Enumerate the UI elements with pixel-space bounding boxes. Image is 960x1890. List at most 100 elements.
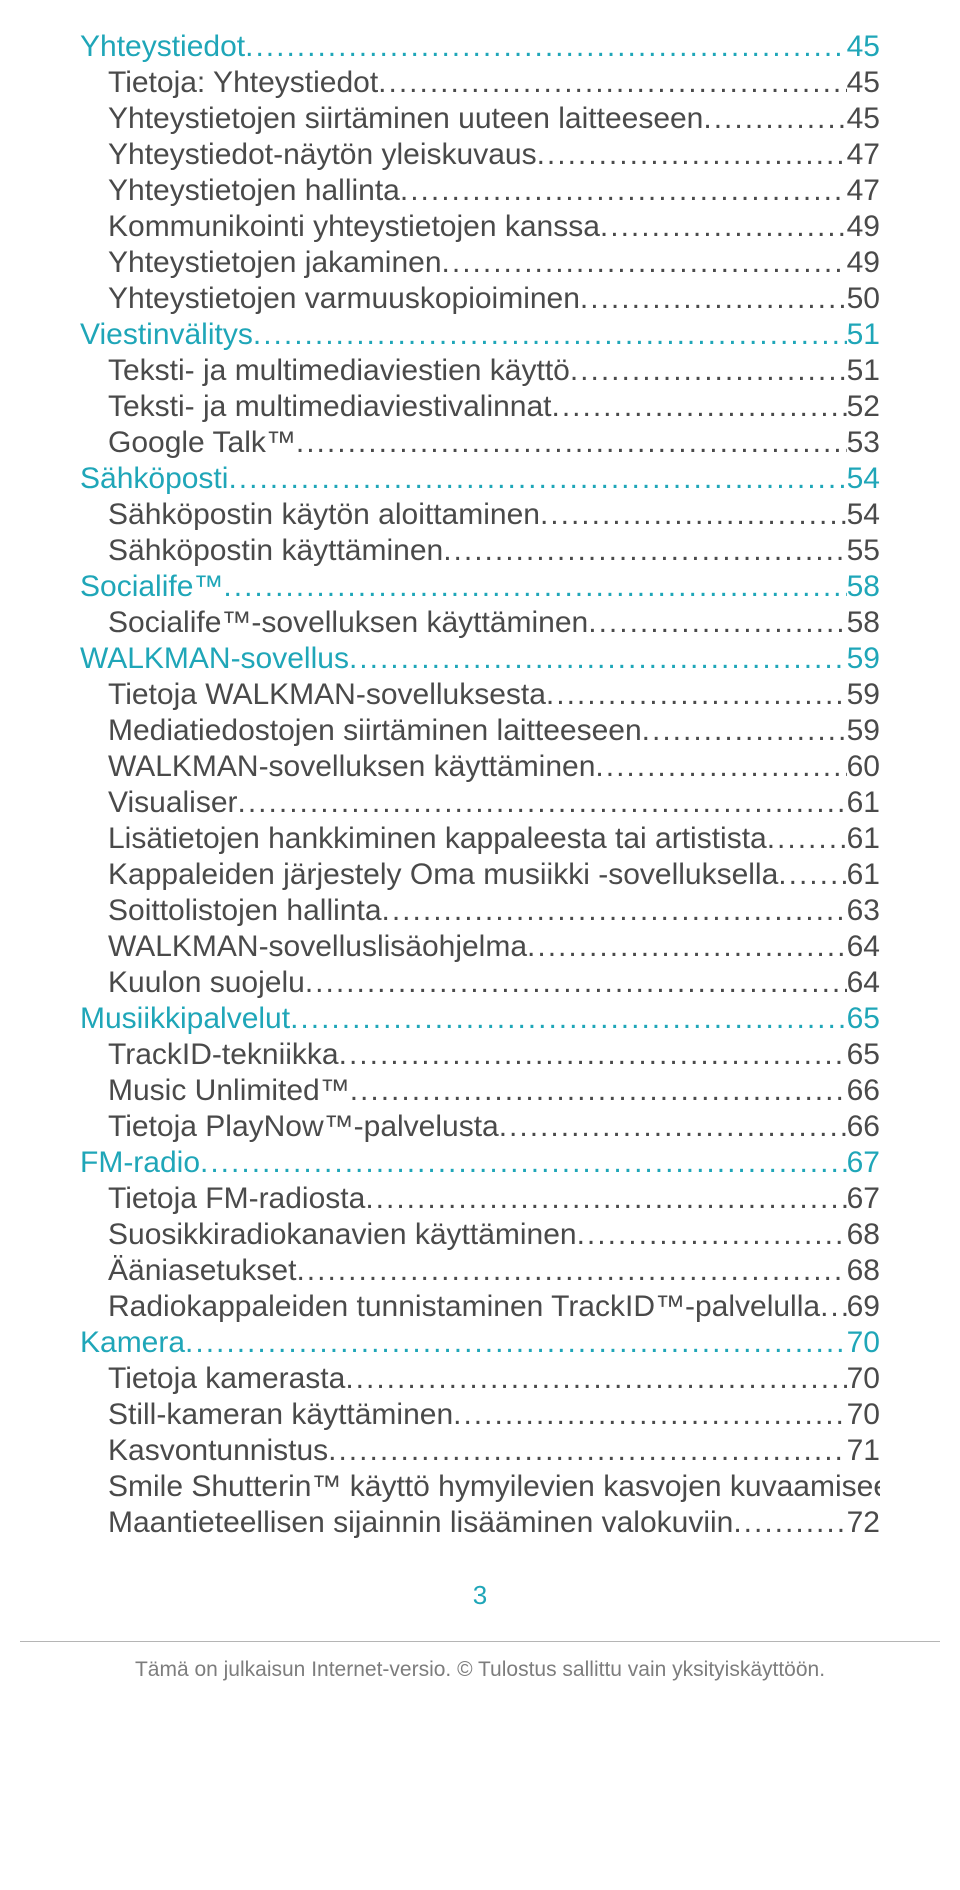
toc-entry[interactable]: TrackID-tekniikka.......................… [80,1038,880,1072]
toc-entry[interactable]: Yhteystiedot............................… [80,30,880,64]
toc-entry[interactable]: Yhteystietojen siirtäminen uuteen laitte… [80,102,880,136]
toc-entry-title: Teksti- ja multimediaviestien käyttö [108,354,570,388]
toc-entry[interactable]: Kommunikointi yhteystietojen kanssa.....… [80,210,880,244]
toc-entry[interactable]: Tietoja FM-radiosta.....................… [80,1182,880,1216]
toc-entry-page: 54 [847,462,880,496]
toc-entry-page: 52 [847,390,880,424]
toc-leader-dots: ........................................… [540,498,847,532]
toc-entry[interactable]: Yhteystietojen hallinta.................… [80,174,880,208]
toc-entry[interactable]: Suosikkiradiokanavien käyttäminen.......… [80,1218,880,1252]
toc-entry-title: Kamera [80,1326,185,1360]
toc-entry[interactable]: WALKMAN-sovelluslisäohjelma.............… [80,930,880,964]
toc-leader-dots: ........................................… [328,1434,846,1468]
toc-entry-page: 64 [847,930,880,964]
toc-entry-title: Yhteystiedot [80,30,245,64]
toc-leader-dots: ........................................… [382,894,847,928]
toc-entry[interactable]: WALKMAN-sovelluksen käyttäminen.........… [80,750,880,784]
toc-entry[interactable]: Viestinvälitys..........................… [80,318,880,352]
toc-entry-title: WALKMAN-sovellus [80,642,349,676]
toc-leader-dots: ........................................… [580,282,847,316]
toc-entry[interactable]: Kasvontunnistus.........................… [80,1434,880,1468]
toc-leader-dots: ........................................… [238,786,847,820]
toc-entry-page: 61 [847,786,880,820]
toc-entry-page: 59 [847,678,880,712]
toc-entry[interactable]: Google Talk™............................… [80,426,880,460]
toc-leader-dots: ........................................… [552,390,847,424]
toc-entry[interactable]: Sähköposti..............................… [80,462,880,496]
toc-entry-page: 61 [847,822,880,856]
toc-entry-title: Sähköpostin käyttäminen [108,534,443,568]
toc-entry-title: Lisätietojen hankkiminen kappaleesta tai… [108,822,767,856]
toc-entry[interactable]: Tietoja kamerasta.......................… [80,1362,880,1396]
toc-leader-dots: ........................................… [442,246,847,280]
toc-entry[interactable]: Tietoja PlayNow™-palvelusta.............… [80,1110,880,1144]
toc-leader-dots: ........................................… [339,1038,847,1072]
toc-entry[interactable]: Musiikkipalvelut........................… [80,1002,880,1036]
toc-entry-page: 51 [847,354,880,388]
toc-entry-title: Teksti- ja multimediaviestivalinnat [108,390,552,424]
toc-entry-title: Yhteystietojen varmuuskopioiminen [108,282,580,316]
toc-leader-dots: ........................................… [228,462,846,496]
toc-entry[interactable]: Yhteystietojen jakaminen................… [80,246,880,280]
toc-entry[interactable]: Kuulon suojelu..........................… [80,966,880,1000]
toc-entry[interactable]: Socialife™..............................… [80,570,880,604]
toc-entry[interactable]: Socialife™-sovelluksen käyttäminen......… [80,606,880,640]
toc-leader-dots: ........................................… [527,930,847,964]
toc-entry[interactable]: Mediatiedostojen siirtäminen laitteeseen… [80,714,880,748]
toc-entry[interactable]: Lisätietojen hankkiminen kappaleesta tai… [80,822,880,856]
toc-entry[interactable]: Ääniasetukset...........................… [80,1254,880,1288]
toc-entry-page: 72 [847,1506,880,1540]
toc-entry[interactable]: Visualiser..............................… [80,786,880,820]
toc-entry[interactable]: Smile Shutterin™ käyttö hymyilevien kasv… [80,1470,880,1504]
toc-entry[interactable]: FM-radio................................… [80,1146,880,1180]
toc-entry[interactable]: Soittolistojen hallinta.................… [80,894,880,928]
toc-entry[interactable]: Tietoja WALKMAN-sovelluksesta...........… [80,678,880,712]
toc-entry[interactable]: WALKMAN-sovellus........................… [80,642,880,676]
toc-entry-page: 45 [847,30,880,64]
toc-entry-title: Music Unlimited™ [108,1074,350,1108]
toc-leader-dots: ........................................… [349,642,847,676]
toc-leader-dots: ........................................… [577,1218,847,1252]
toc-entry[interactable]: Maantieteellisen sijainnin lisääminen va… [80,1506,880,1540]
toc-entry[interactable]: Tietoja: Yhteystiedot...................… [80,66,880,100]
toc-entry-page: 67 [847,1146,880,1180]
toc-entry[interactable]: Radiokappaleiden tunnistaminen TrackID™-… [80,1290,880,1324]
toc-entry-title: Google Talk™ [108,426,296,460]
toc-leader-dots: ........................................… [296,426,847,460]
toc-entry[interactable]: Still-kameran käyttäminen...............… [80,1398,880,1432]
toc-entry-title: Tietoja WALKMAN-sovelluksesta [108,678,546,712]
toc-entry[interactable]: Kamera..................................… [80,1326,880,1360]
toc-entry[interactable]: Sähköpostin käytön aloittaminen.........… [80,498,880,532]
toc-entry[interactable]: Sähköpostin käyttäminen.................… [80,534,880,568]
toc-entry-title: Tietoja kamerasta [108,1362,345,1396]
toc-entry[interactable]: Yhteystietojen varmuuskopioiminen.......… [80,282,880,316]
toc-leader-dots: ........................................… [290,1002,847,1036]
toc-entry-title: Yhteystiedot-näytön yleiskuvaus [108,138,537,172]
toc-leader-dots: ........................................… [200,1146,847,1180]
toc-leader-dots: ........................................… [223,570,846,604]
toc-leader-dots: ........................................… [185,1326,847,1360]
toc-entry-page: 55 [847,534,880,568]
toc-entry-title: Musiikkipalvelut [80,1002,290,1036]
toc-entry-page: 65 [847,1002,880,1036]
toc-leader-dots: ........................................… [253,318,847,352]
toc-entry-title: Kasvontunnistus [108,1434,328,1468]
toc-entry[interactable]: Kappaleiden järjestely Oma musiikki -sov… [80,858,880,892]
toc-entry-page: 47 [847,138,880,172]
toc-entry-title: Yhteystietojen siirtäminen uuteen laitte… [108,102,703,136]
toc-entry[interactable]: Yhteystiedot-näytön yleiskuvaus.........… [80,138,880,172]
toc-leader-dots: ........................................… [365,1182,846,1216]
toc-leader-dots: ........................................… [296,1254,846,1288]
toc-leader-dots: ........................................… [820,1290,847,1324]
toc-leader-dots: ........................................… [703,102,846,136]
toc-entry[interactable]: Music Unlimited™........................… [80,1074,880,1108]
toc-entry-page: 65 [847,1038,880,1072]
toc-entry-page: 69 [847,1290,880,1324]
toc-entry[interactable]: Teksti- ja multimediaviestivalinnat.....… [80,390,880,424]
toc-leader-dots: ........................................… [537,138,847,172]
toc-entry-page: 58 [847,570,880,604]
toc-entry[interactable]: Teksti- ja multimediaviestien käyttö....… [80,354,880,388]
toc-entry-page: 71 [847,1434,880,1468]
toc-entry-title: FM-radio [80,1146,200,1180]
toc-entry-title: Socialife™-sovelluksen käyttäminen [108,606,588,640]
